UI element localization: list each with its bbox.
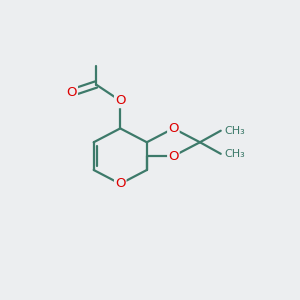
Text: O: O: [168, 150, 178, 163]
Text: O: O: [115, 94, 125, 107]
Text: O: O: [168, 122, 178, 135]
Text: O: O: [67, 86, 77, 99]
Text: O: O: [115, 177, 125, 190]
Text: CH₃: CH₃: [224, 149, 245, 159]
Text: CH₃: CH₃: [224, 126, 245, 136]
